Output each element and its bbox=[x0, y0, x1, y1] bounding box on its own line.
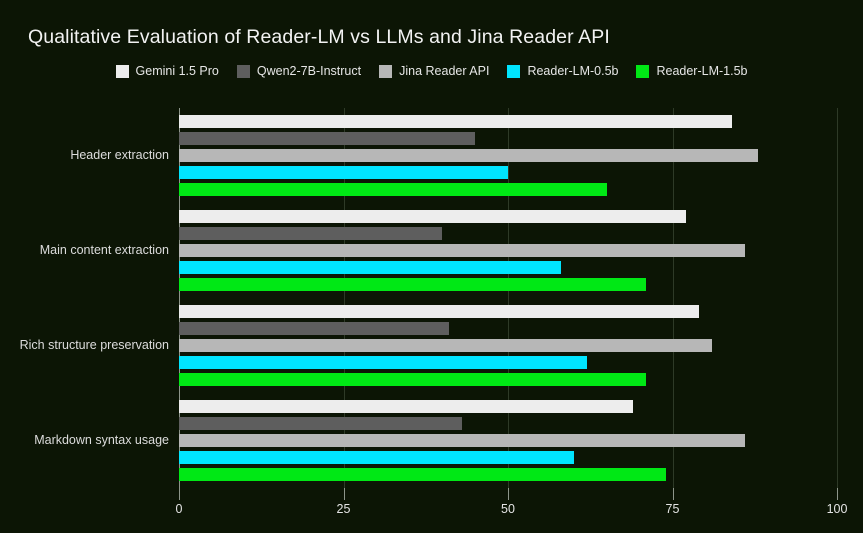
legend-swatch-icon bbox=[636, 64, 650, 78]
bar-row bbox=[179, 149, 837, 162]
bar[interactable] bbox=[179, 400, 634, 413]
bar-row bbox=[179, 417, 837, 430]
legend-item[interactable]: Qwen2-7B-Instruct bbox=[236, 64, 362, 78]
x-axis-tick-mark bbox=[837, 488, 838, 500]
y-axis-category-label: Rich structure preservation bbox=[19, 337, 169, 352]
bar-row bbox=[179, 210, 837, 223]
chart-title: Qualitative Evaluation of Reader-LM vs L… bbox=[28, 26, 610, 48]
bar[interactable] bbox=[179, 322, 449, 335]
gridline bbox=[343, 108, 345, 488]
bar-row bbox=[179, 322, 837, 335]
bar[interactable] bbox=[179, 278, 647, 291]
bar-row bbox=[179, 339, 837, 352]
legend-swatch-icon bbox=[507, 64, 521, 78]
y-axis-category-labels: Header extraction Main content extraction… bbox=[0, 108, 169, 488]
legend-item[interactable]: Reader-LM-1.5b bbox=[636, 64, 747, 78]
gridline bbox=[508, 108, 509, 488]
y-axis-category-label: Main content extraction bbox=[39, 242, 169, 257]
legend-item[interactable]: Jina Reader API bbox=[379, 64, 489, 78]
legend-label: Reader-LM-1.5b bbox=[656, 64, 748, 78]
y-axis-category-label: Markdown syntax usage bbox=[34, 432, 169, 447]
bar-group bbox=[179, 115, 837, 196]
legend-label: Gemini 1.5 Pro bbox=[135, 64, 219, 78]
bar[interactable] bbox=[179, 132, 476, 145]
bar-group bbox=[179, 305, 837, 386]
bar[interactable] bbox=[179, 261, 561, 274]
bar[interactable] bbox=[179, 183, 607, 196]
bar-row bbox=[179, 356, 837, 369]
x-axis-tick-mark bbox=[343, 488, 345, 500]
x-axis-tick-label: 50 bbox=[501, 502, 515, 516]
bar[interactable] bbox=[179, 227, 443, 240]
bar[interactable] bbox=[179, 356, 587, 369]
x-axis-tick-mark bbox=[672, 488, 674, 500]
legend-swatch-icon bbox=[115, 64, 129, 78]
bar[interactable] bbox=[179, 434, 745, 447]
y-axis-category-label: Header extraction bbox=[70, 147, 169, 162]
legend-item[interactable]: Gemini 1.5 Pro bbox=[115, 64, 219, 78]
legend-label: Jina Reader API bbox=[399, 64, 490, 78]
bar-row bbox=[179, 468, 837, 481]
bar-row bbox=[179, 261, 837, 274]
bar-row bbox=[179, 373, 837, 386]
bar-row bbox=[179, 305, 837, 318]
bar-group bbox=[179, 400, 837, 481]
x-axis-tick-mark bbox=[508, 488, 509, 500]
bar-group bbox=[179, 210, 837, 291]
bar[interactable] bbox=[179, 115, 732, 128]
bar[interactable] bbox=[179, 373, 647, 386]
bar[interactable] bbox=[179, 468, 666, 481]
bar[interactable] bbox=[179, 339, 712, 352]
gridline bbox=[837, 108, 838, 488]
bar-row bbox=[179, 166, 837, 179]
bar[interactable] bbox=[179, 305, 699, 318]
gridline bbox=[672, 108, 674, 488]
bar-row bbox=[179, 400, 837, 413]
legend-swatch-icon bbox=[379, 64, 393, 78]
bar-row bbox=[179, 451, 837, 464]
x-axis-tick-label: 75 bbox=[665, 502, 680, 516]
bar-row bbox=[179, 183, 837, 196]
legend-item[interactable]: Reader-LM-0.5b bbox=[507, 64, 618, 78]
plot-area: 0 25 50 75 100 bbox=[176, 108, 847, 516]
x-axis-tick-label: 100 bbox=[826, 502, 848, 516]
bar-row bbox=[179, 115, 837, 128]
y-axis-line bbox=[179, 108, 180, 488]
x-axis-tick-label: 0 bbox=[175, 502, 183, 516]
x-axis-tick-label: 25 bbox=[336, 502, 351, 516]
bar[interactable] bbox=[179, 149, 759, 162]
bar[interactable] bbox=[179, 417, 462, 430]
bar-row bbox=[179, 244, 837, 257]
bar-row bbox=[179, 434, 837, 447]
legend-label: Reader-LM-0.5b bbox=[527, 64, 619, 78]
x-axis-tick-mark bbox=[179, 488, 180, 500]
bar[interactable] bbox=[179, 451, 574, 464]
bar-row bbox=[179, 132, 837, 145]
legend-label: Qwen2-7B-Instruct bbox=[256, 64, 362, 78]
bar-row bbox=[179, 278, 837, 291]
bar-row bbox=[179, 227, 837, 240]
chart-legend: Gemini 1.5 Pro Qwen2-7B-Instruct Jina Read… bbox=[0, 64, 863, 78]
bar[interactable] bbox=[179, 210, 686, 223]
bar[interactable] bbox=[179, 244, 745, 257]
legend-swatch-icon bbox=[236, 64, 250, 78]
bar[interactable] bbox=[179, 166, 508, 179]
